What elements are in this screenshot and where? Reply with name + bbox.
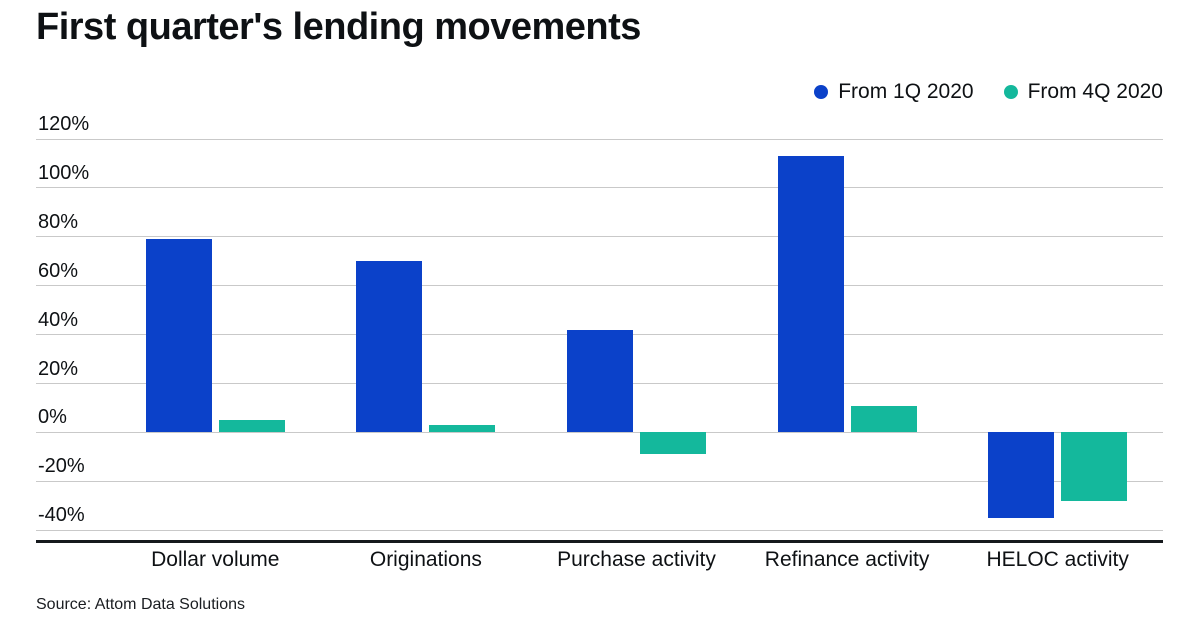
x-axis-category-label: HELOC activity <box>986 548 1129 571</box>
legend-item: From 1Q 2020 <box>814 80 974 104</box>
legend-dot-icon <box>1003 85 1018 99</box>
gridline <box>36 138 1163 140</box>
y-axis-tick-label: 60% <box>38 259 79 282</box>
x-axis-category-label: Refinance activity <box>764 548 930 571</box>
bar-originations-series-2 <box>429 425 496 433</box>
legend: From 1Q 2020 From 4Q 2020 <box>814 80 1163 104</box>
chart-title: First quarter's lending movements <box>36 6 641 48</box>
y-axis-tick-label: -40% <box>38 504 85 527</box>
bar-heloc-activity-series-2 <box>1061 432 1128 501</box>
bar-purchase-activity-series-2 <box>640 432 706 455</box>
y-axis-tick-label: 20% <box>38 357 79 380</box>
gridline <box>36 480 1163 482</box>
x-axis-category-label: Dollar volume <box>151 548 280 571</box>
bar-dollar-volume-series-2 <box>218 420 285 433</box>
source-note: Source: Attom Data Solutions <box>36 596 245 613</box>
bar-refinance-activity-series-1 <box>777 156 844 433</box>
bar-purchase-activity-series-1 <box>567 329 633 433</box>
gridline <box>36 187 1163 189</box>
gridline <box>36 236 1163 238</box>
bar-refinance-activity-series-2 <box>850 405 917 433</box>
y-axis-tick-label: 120% <box>38 113 90 135</box>
y-axis-tick-label: -20% <box>38 455 85 478</box>
y-axis-tick-label: 40% <box>38 308 79 331</box>
legend-series-label: From 4Q 2020 <box>1027 80 1163 103</box>
x-axis-category-label: Purchase activity <box>557 548 716 571</box>
y-axis-tick-label: 80% <box>38 210 79 233</box>
legend-series-label: From 1Q 2020 <box>838 80 974 103</box>
bar-originations-series-1 <box>356 261 423 433</box>
legend-dot-icon <box>814 85 829 99</box>
y-axis-tick-label: 0% <box>38 406 67 429</box>
gridline <box>36 285 1163 287</box>
bar-dollar-volume-series-1 <box>145 239 212 433</box>
x-axis-line <box>36 540 1163 543</box>
x-axis-category-label: Originations <box>369 548 482 571</box>
gridline <box>36 529 1163 531</box>
legend-item: From 4Q 2020 <box>1003 80 1163 104</box>
bar-heloc-activity-series-1 <box>988 432 1055 518</box>
gridline <box>36 431 1163 433</box>
y-axis-tick-label: 100% <box>38 161 90 184</box>
